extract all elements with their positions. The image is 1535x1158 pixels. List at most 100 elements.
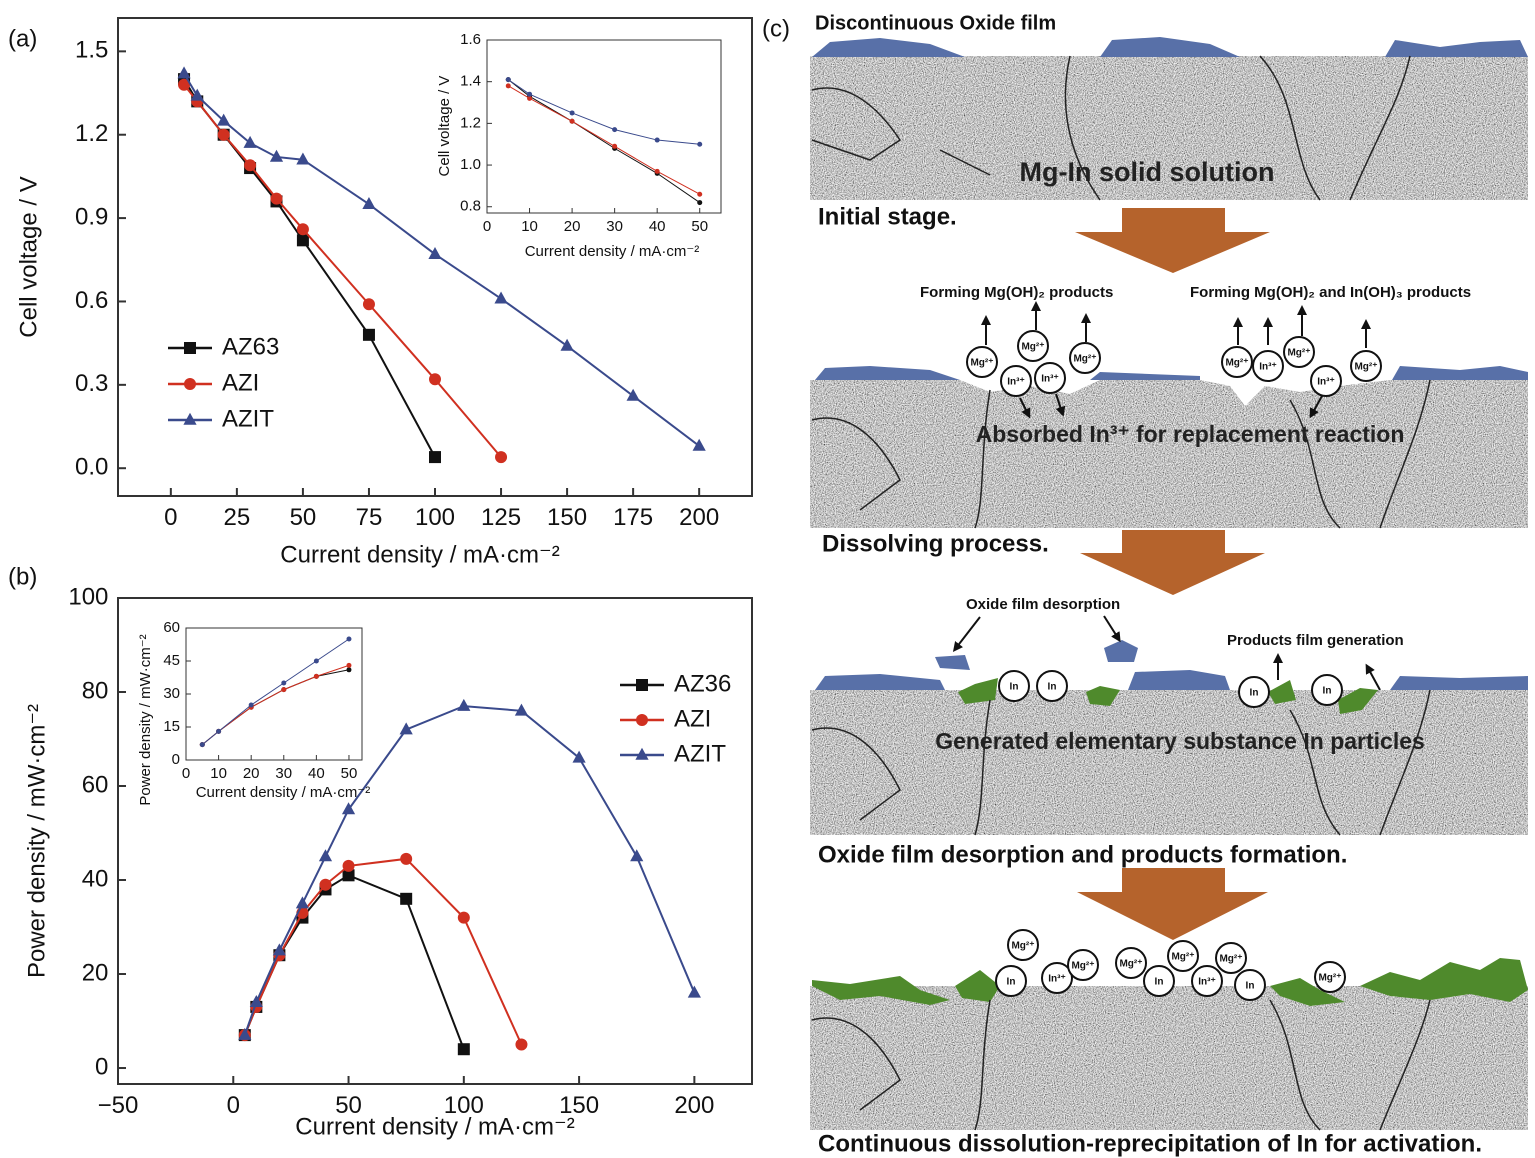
ion-label: Mg²⁺ xyxy=(970,358,993,369)
ion-label: In xyxy=(1250,688,1259,699)
x-tick-label: 100 xyxy=(444,1092,484,1119)
data-point xyxy=(346,636,352,642)
data-point xyxy=(341,802,356,815)
legend-marker xyxy=(184,378,196,390)
y-tick-label: 0.8 xyxy=(460,198,481,215)
data-point xyxy=(346,662,352,668)
data-point xyxy=(216,728,222,734)
ion-label: Mg²⁺ xyxy=(1171,952,1194,963)
data-point xyxy=(527,95,533,101)
x-axis-title: Current density / mA·cm⁻² xyxy=(295,1113,574,1140)
process-arrow xyxy=(1075,208,1270,273)
x-tick-label: 100 xyxy=(415,504,455,531)
legend-marker xyxy=(635,747,649,760)
x-tick-label: 0 xyxy=(182,765,190,782)
panel-label: (b) xyxy=(8,563,37,590)
stage-caption: Oxide film desorption and products forma… xyxy=(818,841,1347,868)
data-point xyxy=(572,750,586,763)
ion xyxy=(1143,965,1175,997)
data-point xyxy=(199,742,205,748)
data-point xyxy=(217,128,230,141)
data-point xyxy=(457,911,470,924)
label: Forming Mg(OH)₂ and In(OH)₃ products xyxy=(1190,284,1471,301)
crack xyxy=(811,379,1431,529)
data-point xyxy=(495,451,508,464)
data-point xyxy=(612,127,618,133)
x-tick-label: 50 xyxy=(691,218,708,235)
x-tick-label: 25 xyxy=(224,504,251,531)
ion-label: In xyxy=(1007,977,1016,988)
ion-label: In³⁺ xyxy=(1198,977,1216,988)
data-point xyxy=(687,985,701,998)
y-tick-label: 15 xyxy=(163,718,180,735)
x-tick-label: 150 xyxy=(559,1092,599,1119)
data-point xyxy=(612,143,618,149)
ion xyxy=(1191,965,1223,997)
y-tick-label: 30 xyxy=(163,685,180,702)
alloy-layer xyxy=(810,380,1528,528)
product-film xyxy=(958,678,1378,714)
ion-label: Mg²⁺ xyxy=(1073,354,1096,365)
data-point xyxy=(177,66,191,79)
x-tick-label: 50 xyxy=(341,765,358,782)
ion xyxy=(1067,949,1099,981)
arrow xyxy=(981,301,1371,419)
ion-label: In³⁺ xyxy=(1317,377,1335,388)
y-tick-label: 100 xyxy=(68,583,108,610)
y-tick-label: 80 xyxy=(82,677,109,704)
oxide-film xyxy=(935,640,1138,670)
data-point xyxy=(626,388,640,401)
panel-label: (c) xyxy=(762,15,790,42)
ion xyxy=(1234,969,1266,1001)
ion xyxy=(1041,962,1073,994)
series-line xyxy=(508,85,700,195)
ion xyxy=(1310,365,1342,397)
series-line xyxy=(201,638,350,745)
y-tick-label: 1.2 xyxy=(75,120,108,147)
data-point xyxy=(399,722,413,735)
x-tick-label: 125 xyxy=(481,504,521,531)
ion xyxy=(1283,336,1315,368)
x-tick-label: 0 xyxy=(164,504,177,531)
x-axis-title: Current density / mA·cm⁻² xyxy=(196,784,371,801)
crack xyxy=(811,999,1431,1131)
data-point xyxy=(697,200,703,206)
x-tick-label: 200 xyxy=(679,504,719,531)
y-tick-label: 40 xyxy=(82,865,109,892)
ion-label: In³⁺ xyxy=(1007,377,1025,388)
data-point xyxy=(697,191,703,197)
y-tick-label: 0 xyxy=(172,751,180,768)
y-axis-title: Cell voltage / V xyxy=(15,176,42,337)
process-arrow xyxy=(1080,530,1265,595)
ion xyxy=(1069,342,1101,374)
data-point xyxy=(514,703,529,716)
x-axis-title: Current density / mA·cm⁻² xyxy=(525,243,700,260)
x-tick-label: 20 xyxy=(243,765,260,782)
ion-label: Mg²⁺ xyxy=(1071,961,1094,972)
ion xyxy=(1252,350,1284,382)
data-point xyxy=(238,1027,252,1040)
x-tick-label: 75 xyxy=(356,504,383,531)
x-tick-label: 200 xyxy=(674,1092,714,1119)
data-point xyxy=(296,152,310,165)
series-line xyxy=(243,705,696,1036)
ion xyxy=(1036,670,1068,702)
y-axis-title: Power density / mW·cm⁻² xyxy=(137,634,154,805)
ion-label: Mg²⁺ xyxy=(1287,348,1310,359)
label: Oxide film desorption xyxy=(966,596,1120,613)
oxide-film xyxy=(812,37,1528,57)
data-point xyxy=(692,438,706,451)
y-tick-label: 60 xyxy=(163,619,180,636)
x-tick-label: 10 xyxy=(210,765,227,782)
ion-label: Mg²⁺ xyxy=(1011,941,1034,952)
y-tick-label: 0.6 xyxy=(75,287,108,314)
crack xyxy=(811,689,1431,836)
legend-label: AZIT xyxy=(222,405,274,432)
data-point xyxy=(515,1038,528,1051)
data-point xyxy=(178,78,191,91)
pit xyxy=(960,380,1390,406)
ion xyxy=(966,346,998,378)
ion xyxy=(1167,940,1199,972)
ion-label: Mg²⁺ xyxy=(1021,342,1044,353)
series-line xyxy=(183,73,700,447)
